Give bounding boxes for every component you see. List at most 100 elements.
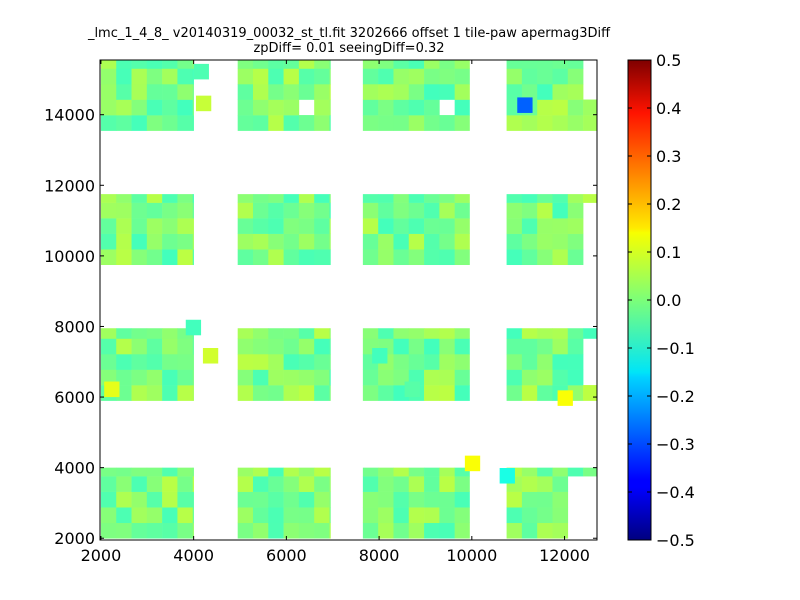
- heatmap-cell: [393, 328, 410, 339]
- heatmap-cell: [362, 467, 379, 477]
- heatmap-cell: [252, 84, 269, 100]
- heatmap-cell: [329, 338, 331, 355]
- heatmap-cell: [116, 491, 132, 508]
- heatmap-cell: [521, 522, 538, 539]
- heatmap-cell: [162, 84, 178, 100]
- y-tick-label: 8000: [54, 317, 95, 336]
- heatmap-cell: [506, 369, 523, 386]
- heatmap-cell: [252, 233, 269, 250]
- heatmap-cell: [424, 218, 440, 234]
- heatmap-cell: [268, 68, 284, 85]
- heatmap-cell: [439, 369, 455, 386]
- heatmap-cell: [131, 218, 148, 234]
- chart-title-line-1: _lmc_1_4_8_ v20140319_00032_st_tl.fit 32…: [87, 26, 611, 41]
- heatmap-cell: [268, 194, 284, 203]
- heatmap-cell: [567, 467, 584, 477]
- heatmap-cell: [298, 354, 315, 370]
- colorbar-tick-label: −0.5: [656, 531, 695, 550]
- heatmap-cell: [283, 218, 300, 234]
- heatmap-cell: [162, 507, 178, 524]
- heatmap-cell: [454, 99, 470, 116]
- heatmap-cell: [283, 99, 300, 116]
- heatmap-cell: [131, 491, 148, 508]
- heatmap-cell: [454, 60, 470, 69]
- heatmap-cell: [116, 522, 132, 539]
- heatmap-cell: [454, 369, 470, 386]
- heatmap-cell: [552, 491, 569, 508]
- heatmap-cell: [268, 338, 284, 355]
- heatmap-cell: [268, 354, 284, 370]
- heatmap-cell: [424, 507, 440, 524]
- heatmap-cell: [100, 60, 117, 69]
- heatmap-cell: [192, 202, 194, 219]
- heatmap-cell: [131, 84, 148, 100]
- heatmap-cell: [378, 202, 394, 219]
- heatmap-cell: [162, 354, 178, 370]
- heatmap-cell: [100, 194, 117, 203]
- y-tick-label: 10000: [44, 247, 95, 266]
- heatmap-cell: [537, 328, 553, 339]
- heatmap-cell: [454, 84, 470, 100]
- heatmap-cell: [393, 194, 410, 203]
- heatmap-cell: [329, 249, 331, 266]
- y-tick-label: 14000: [44, 106, 95, 125]
- heatmap-cell: [162, 385, 178, 401]
- heatmap-cell: [393, 84, 410, 100]
- heatmap-cell: [283, 115, 300, 131]
- heatmap-cell: [283, 476, 300, 492]
- colorbar: −0.5 −0.4 −0.3 −0.2 −0.1 0.0 0.1 0.2 0.3 0.4 0.5: [627, 51, 695, 550]
- heatmap-cell: [362, 218, 379, 234]
- heatmap-cell-highlight: [185, 319, 202, 336]
- heatmap-cell: [298, 68, 315, 85]
- heatmap-cell: [439, 522, 455, 539]
- heatmap-cell: [131, 68, 148, 85]
- heatmap-cell: [268, 491, 284, 508]
- colorbar-tick-label: 0.5: [656, 51, 681, 70]
- heatmap-cell: [131, 476, 148, 492]
- heatmap-cell: [567, 194, 584, 203]
- heatmap-cell: [162, 115, 178, 131]
- heatmap-cell: [252, 522, 269, 539]
- heatmap-cell: [116, 194, 132, 203]
- x-tick-label: 6000: [266, 546, 307, 565]
- heatmap-cell: [177, 328, 194, 339]
- heatmap-cell: [408, 202, 425, 219]
- heatmap-cell: [521, 476, 538, 492]
- colorbar-tick-label: −0.4: [656, 483, 695, 502]
- heatmap-cell: [521, 60, 538, 69]
- heatmap-cell: [329, 467, 331, 477]
- heatmap-cell: [439, 385, 455, 401]
- heatmap-cell: [583, 115, 598, 131]
- heatmap-cell: [567, 115, 584, 131]
- heatmap-cell: [439, 467, 455, 477]
- colorbar-tick-label: 0.3: [656, 147, 681, 166]
- heatmap-cell: [268, 202, 284, 219]
- heatmap-cell: [314, 467, 330, 477]
- heatmap-cell: [439, 233, 455, 250]
- heatmap-cell: [314, 218, 330, 234]
- heatmap-cell: [314, 522, 330, 539]
- heatmap-cell: [268, 115, 284, 131]
- heatmap-cell: [162, 491, 178, 508]
- heatmap-cell: [378, 218, 394, 234]
- chart-title-line-2: zpDiff= 0.01 seeingDiff=0.32: [253, 41, 444, 56]
- heatmap-cell: [314, 202, 330, 219]
- heatmap-cell: [237, 338, 254, 355]
- heatmap-cell: [314, 385, 330, 401]
- heatmap-cell: [100, 68, 117, 85]
- heatmap-cell: [162, 249, 178, 266]
- heatmap-cell: [237, 115, 254, 131]
- heatmap-cell: [552, 467, 569, 477]
- heatmap-cell: [439, 68, 455, 85]
- heatmap-cell: [454, 233, 470, 250]
- heatmap-cell: [177, 68, 194, 85]
- heatmap-cell: [378, 194, 394, 203]
- heatmap-cell: [283, 202, 300, 219]
- heatmap-cell: [362, 115, 379, 131]
- heatmap-cell: [162, 60, 178, 69]
- heatmap-cell: [329, 194, 331, 203]
- heatmap-cell: [298, 202, 315, 219]
- heatmap-cell: [567, 68, 584, 85]
- heatmap-cell: [298, 249, 315, 266]
- heatmap-cell: [424, 68, 440, 85]
